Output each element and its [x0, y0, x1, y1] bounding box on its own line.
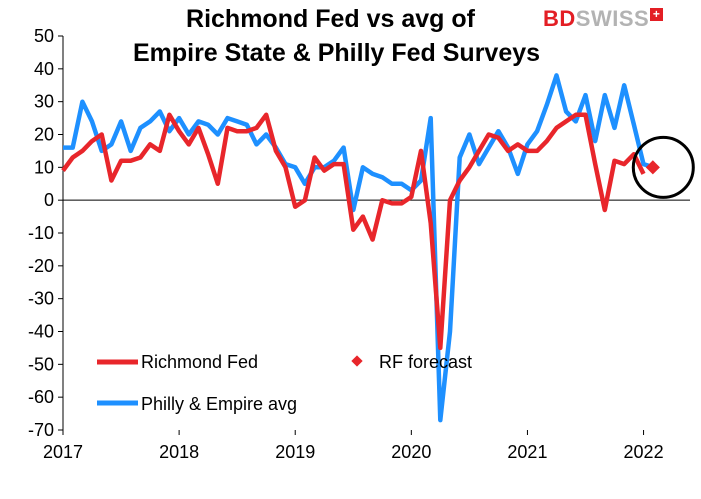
- legend: Richmond Fed RF forecast Philly & Empire…: [97, 352, 472, 414]
- x-tick-label: 2021: [507, 442, 547, 462]
- x-tick-label: 2019: [275, 442, 315, 462]
- y-tick-label: -60: [28, 387, 54, 407]
- chart-title-line1: Richmond Fed vs avg of: [186, 5, 475, 33]
- y-tick-label: 50: [34, 26, 54, 46]
- legend-forecast-label: RF forecast: [379, 352, 472, 372]
- series-richmond-line: [61, 112, 646, 351]
- y-tick-label: 20: [34, 125, 54, 145]
- y-tick-label: -50: [28, 354, 54, 374]
- y-tick-label: 10: [34, 157, 54, 177]
- y-tick-label: -10: [28, 223, 54, 243]
- logo-cross-icon: +: [650, 8, 664, 21]
- x-tick-label: 2017: [43, 442, 83, 462]
- series-philly-empire-line: [63, 73, 654, 423]
- x-axis: 2017 2018 2019 2020 2021 2022: [43, 430, 664, 462]
- legend-forecast-marker: [351, 355, 363, 367]
- legend-richmond-label: Richmond Fed: [141, 352, 258, 372]
- forecast-point: [645, 160, 660, 175]
- y-tick-label: -40: [28, 322, 54, 342]
- y-tick-label: -30: [28, 289, 54, 309]
- y-tick-label: -70: [28, 420, 54, 440]
- y-tick-label: 0: [44, 190, 54, 210]
- x-tick-label: 2018: [159, 442, 199, 462]
- y-tick-label: 30: [34, 92, 54, 112]
- bdswiss-logo: BDSWISS +: [543, 6, 664, 36]
- logo-bd-text: BD: [543, 6, 576, 31]
- y-tick-label: -20: [28, 256, 54, 276]
- y-tick-label: 40: [34, 59, 54, 79]
- logo-swiss-text: SWISS: [575, 6, 650, 31]
- x-tick-label: 2020: [391, 442, 431, 462]
- chart-title-line2: Empire State & Philly Fed Surveys: [132, 39, 541, 67]
- series-layer: [61, 73, 695, 423]
- y-axis: 50 40 30 20 10 0 -10 -20 -30 -40 -50 -60 -70: [28, 26, 64, 440]
- highlight-circle: [631, 135, 695, 199]
- legend-philly-label: Philly & Empire avg: [141, 394, 297, 414]
- x-tick-label: 2022: [624, 442, 664, 462]
